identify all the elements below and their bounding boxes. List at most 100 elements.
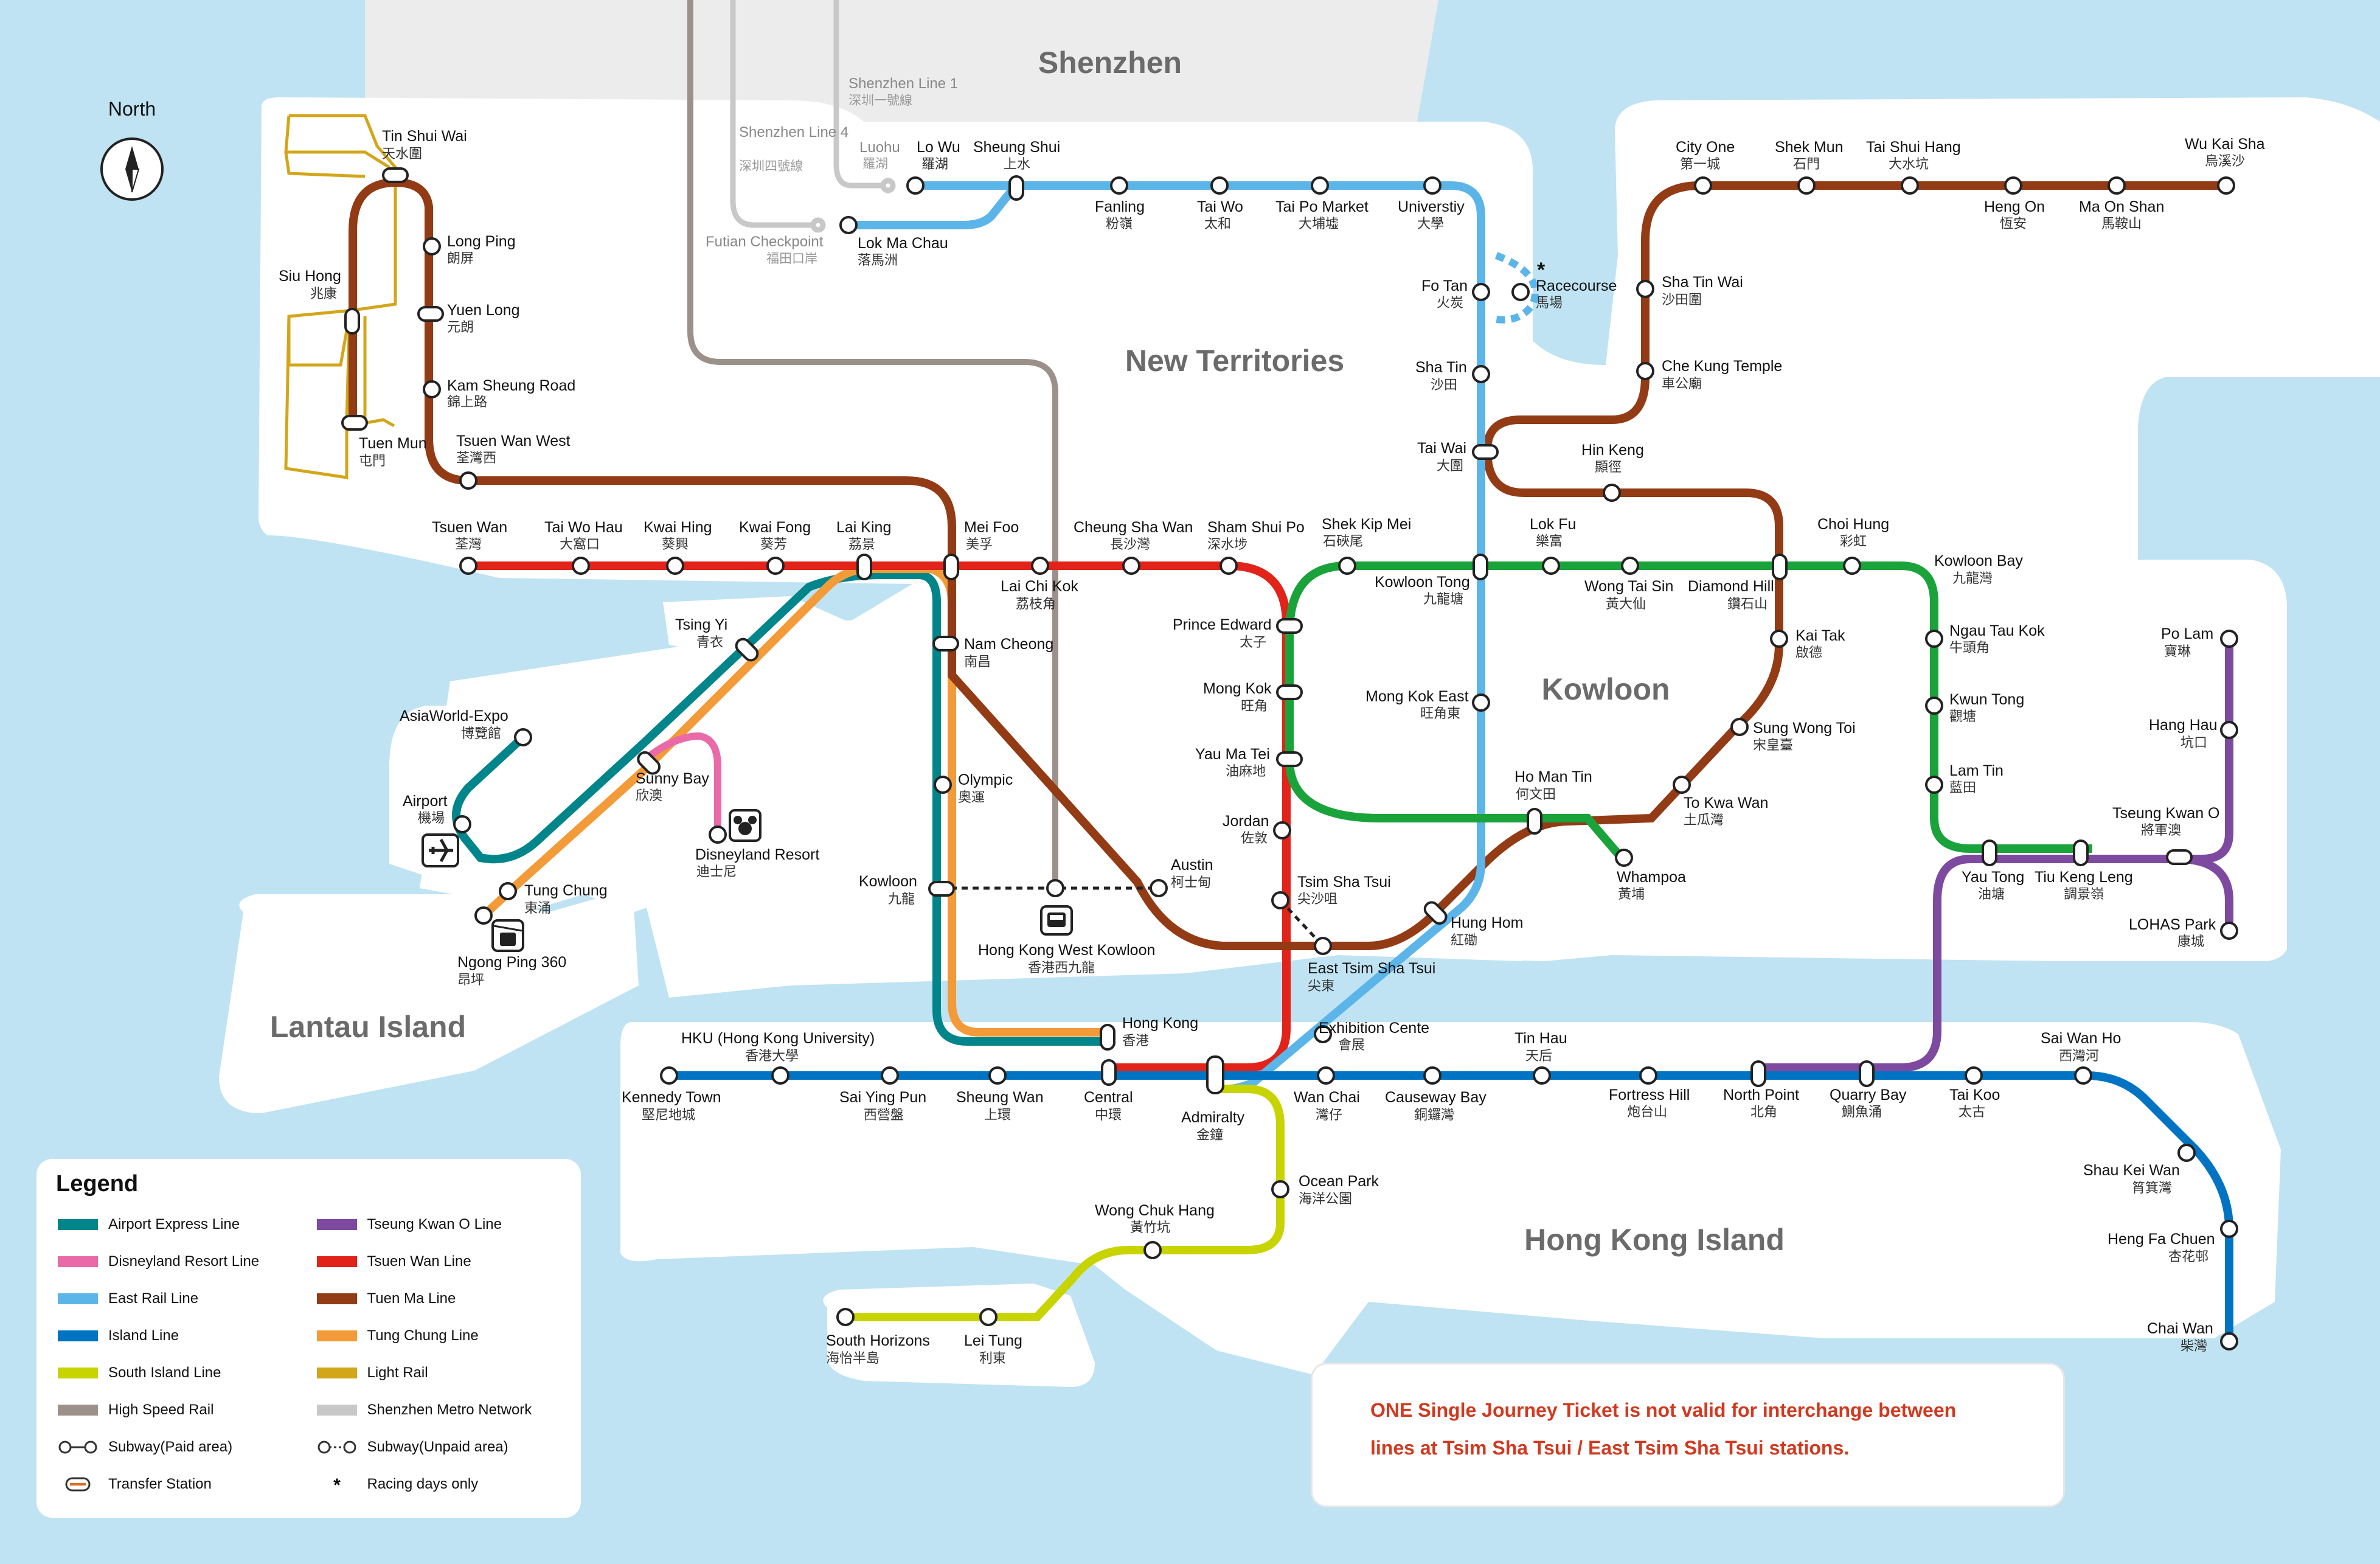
station-sha-tin-wai[interactable]: Sha Tin Wai 沙田圍 bbox=[1662, 274, 1743, 308]
station-tin-shui-wai[interactable]: Tin Shui Wai 天水圍 bbox=[382, 128, 467, 162]
station-fo-tan[interactable]: Fo Tan 火炭 bbox=[1421, 277, 1468, 311]
station-ho-man-tin[interactable]: Ho Man Tin 何文田 bbox=[1514, 768, 1592, 802]
station-wan-chai[interactable]: Wan Chai 灣仔 bbox=[1294, 1089, 1360, 1123]
station-quarry-bay[interactable]: Quarry Bay 鰂魚涌 bbox=[1830, 1086, 1907, 1120]
station-tai-koo[interactable]: Tai Koo 太古 bbox=[1949, 1086, 2000, 1120]
station-east-tsim-sha-tsui[interactable]: East Tsim Sha Tsui 尖東 bbox=[1308, 960, 1435, 994]
station-nam-cheong[interactable]: Nam Cheong 南昌 bbox=[964, 636, 1053, 670]
station-sha-tin[interactable]: Sha Tin 沙田 bbox=[1415, 359, 1467, 393]
station-north-point[interactable]: North Point 北角 bbox=[1723, 1086, 1799, 1120]
station-olympic[interactable]: Olympic 奧運 bbox=[958, 771, 1013, 805]
station-che-kung-temple[interactable]: Che Kung Temple 車公廟 bbox=[1662, 358, 1782, 392]
station-kowloon[interactable]: Kowloon 九龍 bbox=[859, 873, 917, 907]
station-ngong-ping-360[interactable]: Ngong Ping 360 昂坪 bbox=[457, 954, 566, 988]
station-admiralty[interactable]: Admiralty 金鐘 bbox=[1181, 1109, 1245, 1143]
station-hku[interactable]: HKU (Hong Kong University) 香港大學 bbox=[681, 1030, 875, 1064]
station-wong-tai-sin[interactable]: Wong Tai Sin 黃大仙 bbox=[1584, 578, 1673, 612]
station-lai-chi-kok[interactable]: Lai Chi Kok 荔枝角 bbox=[1001, 578, 1078, 612]
station-diamond-hill[interactable]: Diamond Hill 鑽石山 bbox=[1688, 578, 1774, 612]
station-mong-kok[interactable]: Mong Kok 旺角 bbox=[1203, 680, 1272, 714]
station-lei-tung[interactable]: Lei Tung 利東 bbox=[964, 1332, 1022, 1366]
station-shau-kei-wan[interactable]: Shau Kei Wan 筲箕灣 bbox=[2083, 1162, 2180, 1196]
station-tai-po-market[interactable]: Tai Po Market 大埔墟 bbox=[1275, 198, 1369, 232]
station-tuen-mun[interactable]: Tuen Mun 屯門 bbox=[359, 435, 427, 469]
station-hong-kong[interactable]: Hong Kong 香港 bbox=[1122, 1015, 1198, 1049]
station-kennedy-town[interactable]: Kennedy Town 堅尼地城 bbox=[622, 1089, 721, 1123]
station-central[interactable]: Central 中環 bbox=[1084, 1089, 1133, 1123]
station-fanling[interactable]: Fanling 粉嶺 bbox=[1095, 198, 1145, 232]
station-tin-hau[interactable]: Tin Hau 天后 bbox=[1514, 1030, 1567, 1064]
station-heng-on[interactable]: Heng On 恆安 bbox=[1984, 198, 2045, 232]
station-tung-chung[interactable]: Tung Chung 東涌 bbox=[524, 882, 608, 916]
station-kowloon-bay[interactable]: Kowloon Bay 九龍灣 bbox=[1934, 552, 2023, 586]
station-ma-on-shan[interactable]: Ma On Shan 馬鞍山 bbox=[2079, 198, 2164, 232]
station-fortress-hill[interactable]: Fortress Hill 炮台山 bbox=[1609, 1086, 1690, 1120]
station-racecourse[interactable]: *Racecourse 馬場 bbox=[1536, 259, 1617, 311]
station-tsing-yi[interactable]: Tsing Yi 青衣 bbox=[675, 616, 727, 650]
station-chai-wan[interactable]: Chai Wan 柴灣 bbox=[2147, 1320, 2213, 1354]
station-south-horizons[interactable]: South Horizons 海怡半島 bbox=[826, 1332, 930, 1366]
station-tai-wai[interactable]: Tai Wai 大圍 bbox=[1417, 440, 1466, 474]
station-sai-ying-pun[interactable]: Sai Ying Pun 西營盤 bbox=[839, 1089, 926, 1123]
station-ngau-tau-kok[interactable]: Ngau Tau Kok 牛頭角 bbox=[1949, 622, 2045, 656]
station-sai-wan-ho[interactable]: Sai Wan Ho 西灣河 bbox=[2041, 1030, 2121, 1064]
station-tai-wo[interactable]: Tai Wo 太和 bbox=[1197, 198, 1243, 232]
station-prince-edward[interactable]: Prince Edward 太子 bbox=[1173, 616, 1272, 650]
station-hung-hom[interactable]: Hung Hom 紅磡 bbox=[1451, 914, 1524, 948]
station-siu-hong[interactable]: Siu Hong 兆康 bbox=[279, 268, 341, 302]
station-po-lam[interactable]: Po Lam 寶琳 bbox=[2161, 625, 2213, 659]
station-hong-kong-west-kowloon[interactable]: Hong Kong West Kowloon 香港西九龍 bbox=[978, 942, 1155, 976]
station-sheung-wan[interactable]: Sheung Wan 上環 bbox=[956, 1089, 1044, 1123]
station-universtiy[interactable]: Universtiy 大學 bbox=[1398, 198, 1465, 232]
station-ocean-park[interactable]: Ocean Park 海洋公園 bbox=[1299, 1173, 1379, 1207]
station-causeway-bay[interactable]: Causeway Bay 銅鑼灣 bbox=[1385, 1089, 1487, 1123]
